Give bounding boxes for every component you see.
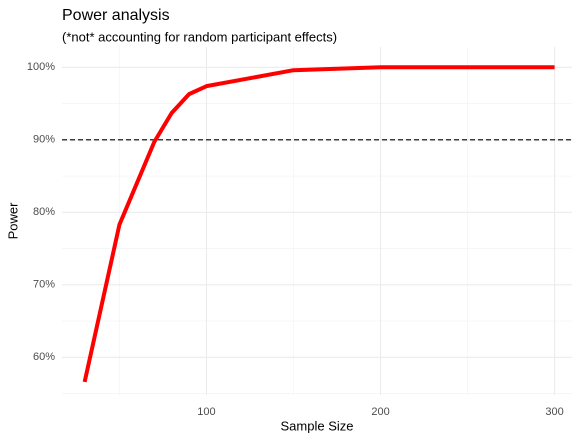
x-tick-label: 300 (545, 406, 563, 418)
y-tick-label: 100% (27, 61, 55, 73)
y-tick-label: 60% (33, 351, 55, 363)
y-tick-label: 80% (33, 206, 55, 218)
y-tick-label: 70% (33, 279, 55, 291)
x-axis-label: Sample Size (281, 418, 354, 433)
x-tick-label: 100 (197, 406, 215, 418)
y-tick-label: 90% (33, 134, 55, 146)
data-line (82, 65, 555, 383)
chart-subtitle: (*not* accounting for random participant… (62, 29, 337, 44)
x-tick-label: 200 (371, 406, 389, 418)
chart-title: Power analysis (62, 7, 170, 24)
y-axis-label: Power (5, 202, 20, 240)
